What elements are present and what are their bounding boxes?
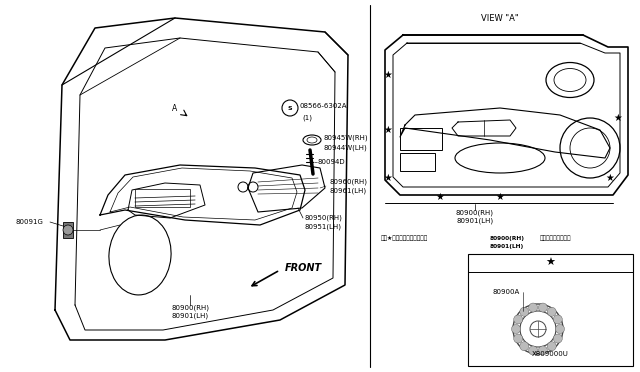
Circle shape (511, 324, 520, 334)
Text: 80901(LH): 80901(LH) (172, 313, 209, 319)
Text: X809000U: X809000U (532, 351, 568, 357)
Bar (468, 254, 633, 366)
Circle shape (547, 342, 556, 351)
Circle shape (529, 346, 538, 355)
Text: VIEW "A": VIEW "A" (481, 13, 519, 22)
Circle shape (554, 334, 563, 343)
Text: 08566-6302A: 08566-6302A (300, 103, 348, 109)
Text: 80901(LH): 80901(LH) (490, 244, 524, 248)
Text: ★: ★ (436, 192, 444, 202)
Bar (135, 189, 190, 207)
Text: の構成を示します。: の構成を示します。 (540, 235, 572, 241)
Text: 80944W(LH): 80944W(LH) (324, 145, 368, 151)
Text: 80900(RH): 80900(RH) (490, 235, 525, 241)
Text: 80951(LH): 80951(LH) (305, 224, 342, 230)
Circle shape (556, 324, 564, 334)
Text: 80091G: 80091G (15, 219, 43, 225)
Text: ★: ★ (545, 258, 555, 268)
Bar (400, 153, 435, 171)
Text: 80900(RH): 80900(RH) (456, 210, 494, 216)
Bar (63, 222, 73, 238)
Text: ★: ★ (383, 173, 392, 183)
Circle shape (514, 334, 523, 343)
Text: 80945W(RH): 80945W(RH) (324, 135, 369, 141)
Circle shape (520, 307, 529, 316)
Text: A: A (172, 103, 178, 112)
Circle shape (63, 225, 73, 235)
Circle shape (514, 315, 523, 324)
Text: 注）★印の部品は部品コード: 注）★印の部品は部品コード (381, 235, 428, 241)
Circle shape (538, 346, 547, 355)
Circle shape (547, 307, 556, 316)
Bar (400, 128, 442, 150)
Text: 80950(RH): 80950(RH) (305, 215, 343, 221)
Circle shape (554, 315, 563, 324)
Text: 80900(RH): 80900(RH) (171, 305, 209, 311)
Circle shape (538, 303, 547, 312)
Text: ★: ★ (614, 113, 622, 123)
Text: 80960(RH): 80960(RH) (330, 179, 368, 185)
Text: 80961(LH): 80961(LH) (330, 188, 367, 194)
Text: ★: ★ (495, 192, 504, 202)
Circle shape (529, 303, 538, 312)
Text: FRONT: FRONT (285, 263, 322, 273)
Text: ★: ★ (605, 173, 614, 183)
Circle shape (520, 342, 529, 351)
Text: ★: ★ (383, 125, 392, 135)
Text: 80900A: 80900A (493, 289, 520, 295)
Text: ★: ★ (383, 70, 392, 80)
Text: (1): (1) (302, 115, 312, 121)
Text: S: S (288, 106, 292, 110)
Text: 80901(LH): 80901(LH) (456, 218, 493, 224)
Text: 80094D: 80094D (318, 159, 346, 165)
